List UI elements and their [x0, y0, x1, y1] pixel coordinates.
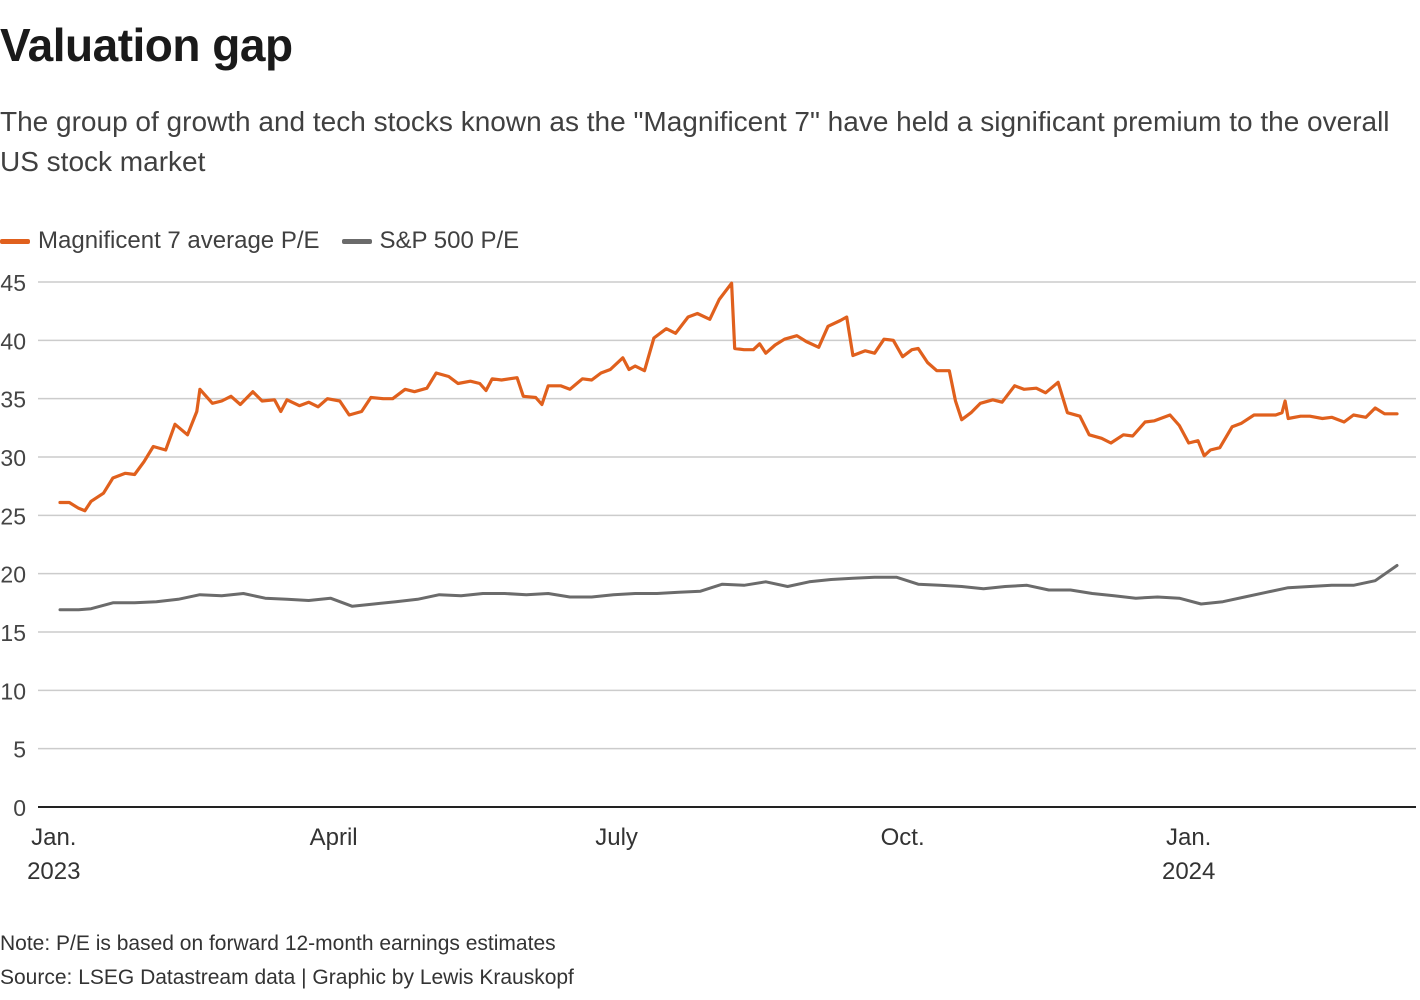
- y-tick-label-35: 35: [0, 387, 26, 413]
- chart-source: Source: LSEG Datastream data | Graphic b…: [0, 966, 574, 989]
- y-tick-label-45: 45: [0, 270, 26, 296]
- chart-title: Valuation gap: [0, 19, 293, 71]
- series-line-sp500: [58, 564, 1399, 612]
- series-line-mag7: [58, 281, 1399, 513]
- legend-label-sp500: S&P 500 P/E: [379, 227, 520, 254]
- legend: Magnificent 7 average P/E S&P 500 P/E: [0, 224, 541, 258]
- x-tick-label-2: July: [595, 824, 638, 851]
- line-chart: 0 5 10 15 20 25 30 35 40 45 Jan. 2023 April July Oct. J…: [0, 270, 1416, 885]
- chart-subtitle: The group of growth and tech stocks know…: [0, 106, 1390, 177]
- legend-swatch-mag7: [0, 238, 30, 244]
- x-tick-sublabel-4: 2024: [1162, 858, 1215, 885]
- y-tick-label-0: 0: [13, 795, 26, 821]
- legend-swatch-sp500: [341, 238, 372, 244]
- legend-item-mag7: Magnificent 7 average P/E: [0, 227, 320, 255]
- y-tick-label-5: 5: [13, 737, 26, 763]
- y-tick-label-10: 10: [0, 678, 26, 704]
- x-tick-label-4: Jan.: [1166, 824, 1211, 851]
- legend-item-sp500: S&P 500 P/E: [341, 227, 520, 255]
- x-tick-label-3: Oct.: [881, 824, 925, 851]
- y-tick-label-30: 30: [0, 445, 26, 471]
- y-tick-label-25: 25: [0, 503, 26, 529]
- x-tick-label-1: April: [310, 824, 358, 851]
- x-tick-label-0: Jan.: [31, 824, 76, 851]
- y-tick-label-20: 20: [0, 562, 26, 588]
- legend-label-mag7: Magnificent 7 average P/E: [38, 227, 320, 254]
- x-tick-sublabel-0: 2023: [27, 858, 80, 885]
- y-tick-label-40: 40: [0, 328, 26, 354]
- y-tick-label-15: 15: [0, 620, 26, 646]
- chart-note: Note: P/E is based on forward 12-month e…: [0, 932, 556, 955]
